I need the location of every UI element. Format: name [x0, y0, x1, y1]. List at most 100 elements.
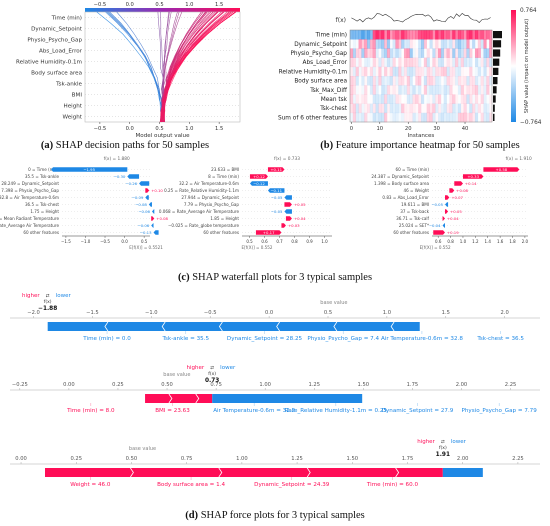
heatmap-cell [355, 48, 359, 58]
heatmap-cell [440, 103, 445, 114]
heatmap-cell [466, 67, 469, 77]
heatmap-cell [364, 112, 368, 123]
heatmap-cell [384, 48, 388, 58]
heatmap-cell [406, 30, 410, 40]
waterfall-value: −0.05 [271, 209, 283, 214]
feature-label: Time (min) [315, 33, 347, 39]
heatmap-cell [367, 57, 371, 68]
heatmap-plot: f(x) Time (min) Dynamic_Setpoint Physio_Psy… [278, 8, 542, 139]
force-feature-label: Physio_Psycho_Gap = 7.79 [462, 408, 538, 414]
heatmap-cell [440, 39, 445, 49]
heatmap-cell [438, 94, 442, 104]
importance-bar [493, 58, 500, 66]
heatmap-cell [381, 76, 385, 86]
force-tick-label: 0.50 [161, 382, 173, 388]
heatmap-cell [463, 94, 467, 104]
heatmap-cell [372, 48, 376, 58]
x-tick-label: 40 [462, 126, 469, 132]
force-feature-label: Air Temperature-0.6m = 32.8 [381, 336, 463, 342]
heatmap-cell [415, 94, 419, 104]
heatmap-cell [358, 39, 362, 49]
heatmap-cell [370, 58, 373, 68]
heatmap-cell [364, 94, 368, 104]
force-chevron [161, 321, 166, 332]
heatmap-cell [477, 66, 481, 77]
heatmap-cell [452, 66, 456, 77]
feature-label: 1.398 = Body surface area [374, 181, 429, 186]
heatmap-cell [426, 30, 430, 40]
heatmap-cell [472, 58, 475, 68]
heatmap-cell [455, 85, 458, 95]
heatmap-cell [466, 48, 470, 58]
heatmap-cell [384, 39, 388, 49]
feature-label: Tsk-ankle [55, 82, 82, 88]
heatmap-cell [395, 112, 399, 123]
heatmap-cell [443, 103, 447, 114]
heatmap-cell [395, 39, 399, 49]
feature-label: 37 = Tsk-back [400, 209, 429, 214]
heatmap-cell [378, 76, 382, 86]
heatmap-cell [395, 66, 399, 77]
heatmap-cell [446, 30, 450, 40]
force-feature-label: Weight = 46.0 [70, 482, 111, 488]
force-feature-label: Physio_Psycho_Gap = 7.4 [307, 336, 379, 342]
waterfall-value: −0.26 [125, 181, 137, 186]
heatmap-cell [429, 39, 433, 49]
heatmap-cell [355, 94, 359, 104]
heatmap-cell [457, 76, 462, 86]
x-tick-label: 0.5 [246, 239, 253, 244]
force-feature-label: Rate_Relative Humidity-1.1m = 0.25 [285, 408, 388, 414]
heatmap-cell [421, 94, 425, 104]
x-tick-label: 1.4 [485, 239, 492, 244]
heatmap-cell [486, 85, 490, 95]
heatmap-cell [375, 76, 379, 86]
heatmap-cell [432, 94, 436, 104]
feature-label: 36.5 = Tsk-chest [25, 202, 59, 207]
feature-label: 32.2 = Air Temperature-0.6m [179, 181, 239, 186]
heatmap-cell [483, 112, 487, 123]
heatmap-cell [449, 112, 453, 123]
fx-label: f(x) [208, 371, 216, 377]
heatmap-cell [421, 30, 425, 40]
heatmap-cell [489, 112, 493, 123]
waterfall-value: −1.95 [83, 167, 95, 172]
x-tick-label: −0.5 [100, 239, 110, 244]
heatmap-cell [427, 39, 430, 49]
heatmap-cell [455, 39, 459, 49]
heatmap-cell [381, 94, 385, 104]
force-tick-label: 1.0 [383, 310, 391, 316]
waterfall-bar [151, 216, 155, 221]
heatmap-cell [401, 103, 405, 114]
heatmap-cell [401, 85, 405, 95]
feature-label: Mean tsk [321, 97, 348, 103]
heatmap-cell [446, 39, 450, 49]
heatmap-cell [449, 103, 453, 114]
heatmap-cell [395, 94, 399, 104]
heatmap-cell [409, 39, 413, 49]
heatmap-cell [469, 66, 473, 77]
heatmap-cell [455, 30, 459, 40]
heatmap-cell [384, 94, 388, 104]
heatmap-cell [489, 94, 493, 104]
swap-icon: ⇄ [441, 439, 445, 445]
force-tick-label: 0.25 [112, 382, 124, 388]
heatmap-cell [460, 85, 464, 95]
heatmap-cell [364, 39, 368, 49]
base-annotation: E[f(X)] = 0.5521 [129, 245, 163, 250]
heatmap-cell [372, 103, 376, 114]
x-axis-label: Model output value [135, 133, 190, 139]
heatmap-cell [415, 104, 418, 114]
heatmap-cell [401, 48, 404, 58]
heatmap-cell [384, 30, 388, 40]
heatmap-cell [359, 94, 362, 104]
feature-label: 0 = Rate_Average Air Temperature [0, 223, 59, 228]
heatmap-cell [372, 30, 376, 40]
waterfall-plots: f(x) = 1.880 0 = Time (min) −1.95 35.5 = Ts… [0, 156, 532, 250]
heatmap-cell [429, 112, 433, 123]
heatmap-cell [386, 57, 391, 68]
waterfall-bar [249, 174, 268, 179]
heatmap-cell [443, 39, 447, 49]
heatmap-cell [412, 94, 416, 104]
force-feature-label: BMI = 23.63 [155, 408, 190, 414]
heatmap-cell [358, 48, 362, 58]
